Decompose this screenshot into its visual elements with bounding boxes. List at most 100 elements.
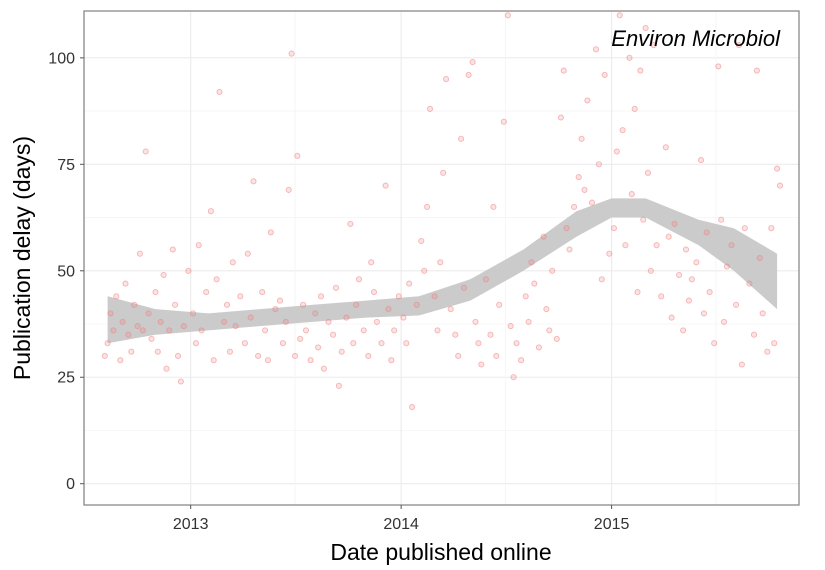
data-point (676, 271, 683, 279)
data-point (317, 293, 325, 300)
data-point (180, 323, 187, 330)
data-point (282, 318, 289, 325)
data-point (294, 152, 301, 159)
data-point (759, 310, 766, 317)
data-point (650, 42, 657, 49)
data-point (226, 348, 233, 355)
data-point (307, 357, 314, 364)
data-point (315, 344, 322, 351)
data-point (152, 289, 159, 296)
data-point (490, 203, 497, 210)
data-point (117, 357, 124, 364)
data-point (154, 348, 161, 355)
data-point (395, 293, 402, 300)
data-point (595, 161, 602, 168)
data-point (136, 250, 143, 257)
data-point (210, 357, 217, 364)
gridlines (84, 11, 799, 505)
data-point (403, 340, 410, 347)
data-point (125, 331, 132, 338)
data-point (203, 289, 210, 296)
data-point (338, 348, 345, 355)
data-point (764, 348, 771, 355)
data-point (662, 144, 669, 151)
data-point (549, 267, 556, 274)
x-tick-label: 2013 (173, 516, 209, 533)
data-point (421, 267, 428, 274)
data-point (571, 203, 578, 210)
data-point (350, 340, 357, 347)
y-tick-label: 75 (57, 157, 75, 174)
data-point (237, 293, 244, 300)
data-point (557, 114, 564, 121)
data-point (531, 280, 538, 287)
data-point (285, 186, 292, 193)
data-point (297, 335, 304, 342)
data-point (312, 310, 319, 317)
data-point (174, 352, 182, 359)
data-point (169, 246, 176, 253)
data-point (443, 76, 450, 83)
data-point (598, 276, 605, 283)
data-point (221, 318, 228, 325)
data-point (216, 88, 223, 95)
data-point (460, 284, 468, 291)
data-point (365, 352, 372, 359)
data-point (741, 225, 748, 232)
data-point (163, 365, 170, 372)
data-point (185, 267, 192, 274)
data-point (622, 242, 629, 249)
data-point (693, 259, 700, 266)
data-point (355, 276, 363, 283)
y-tick-label: 50 (57, 263, 75, 280)
data-point (320, 365, 327, 372)
data-point (335, 382, 342, 389)
data-point (413, 301, 420, 308)
data-point (720, 318, 728, 325)
data-point (368, 259, 375, 266)
data-point (753, 67, 760, 74)
data-point (546, 327, 553, 334)
data-point (626, 54, 633, 61)
data-point (478, 361, 485, 368)
data-point (653, 242, 660, 249)
y-tick-label: 100 (48, 50, 75, 67)
data-point (756, 254, 763, 262)
data-point (107, 310, 114, 317)
data-point (244, 250, 251, 257)
data-point (644, 169, 651, 176)
data-point (496, 301, 503, 308)
data-point (288, 50, 295, 57)
data-point (177, 378, 184, 385)
data-point (207, 208, 214, 215)
data-point (437, 259, 444, 266)
data-point (718, 216, 725, 223)
data-point (440, 169, 447, 176)
data-point (738, 361, 745, 368)
data-point (697, 157, 705, 164)
data-point (553, 335, 560, 342)
data-point (592, 46, 600, 53)
data-point (241, 340, 248, 347)
data-point (706, 289, 713, 296)
data-point (400, 314, 407, 321)
data-point (122, 280, 129, 287)
data-point (525, 318, 532, 325)
data-point (247, 314, 254, 321)
data-point (685, 297, 692, 304)
data-point (671, 220, 678, 227)
data-point (601, 71, 608, 78)
data-point (264, 357, 271, 364)
data-point (735, 42, 743, 49)
data-point (487, 331, 494, 338)
data-point (195, 242, 202, 249)
data-point (198, 327, 205, 334)
data-point (543, 306, 550, 313)
data-point (406, 280, 413, 287)
data-point (528, 259, 535, 266)
data-point (347, 220, 354, 227)
data-point (332, 284, 340, 291)
data-point (472, 318, 479, 325)
data-point (128, 348, 135, 355)
